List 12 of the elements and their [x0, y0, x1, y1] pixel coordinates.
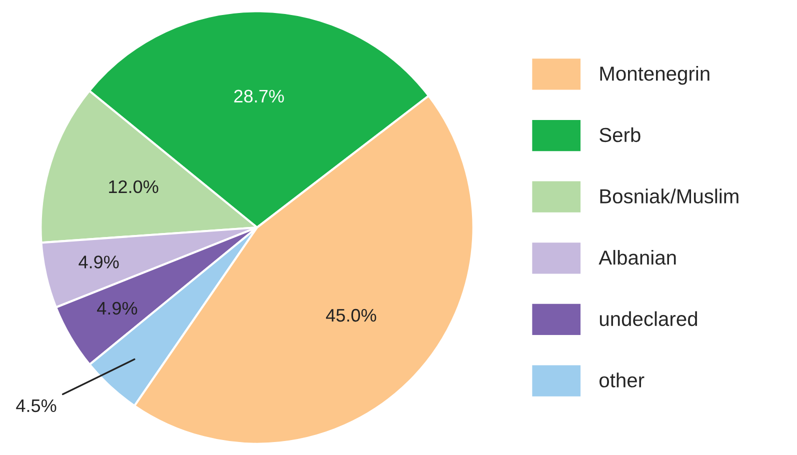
- legend-label: Albanian: [598, 250, 676, 265]
- legend-label: other: [599, 372, 644, 388]
- data-label: 4.9%: [97, 302, 138, 315]
- legend-label: Bosniak/Muslim: [600, 188, 738, 204]
- legend-label: Serb: [600, 127, 640, 142]
- data-label: 45.0%: [326, 308, 376, 322]
- data-label: 4.9%: [78, 256, 119, 268]
- data-label: 12.0%: [109, 180, 158, 194]
- data-label: 28.7%: [234, 90, 284, 103]
- legend-label: Montenegrin: [600, 66, 710, 85]
- data-label: 4.5%: [16, 399, 56, 412]
- legend-label: undeclared: [600, 311, 698, 326]
